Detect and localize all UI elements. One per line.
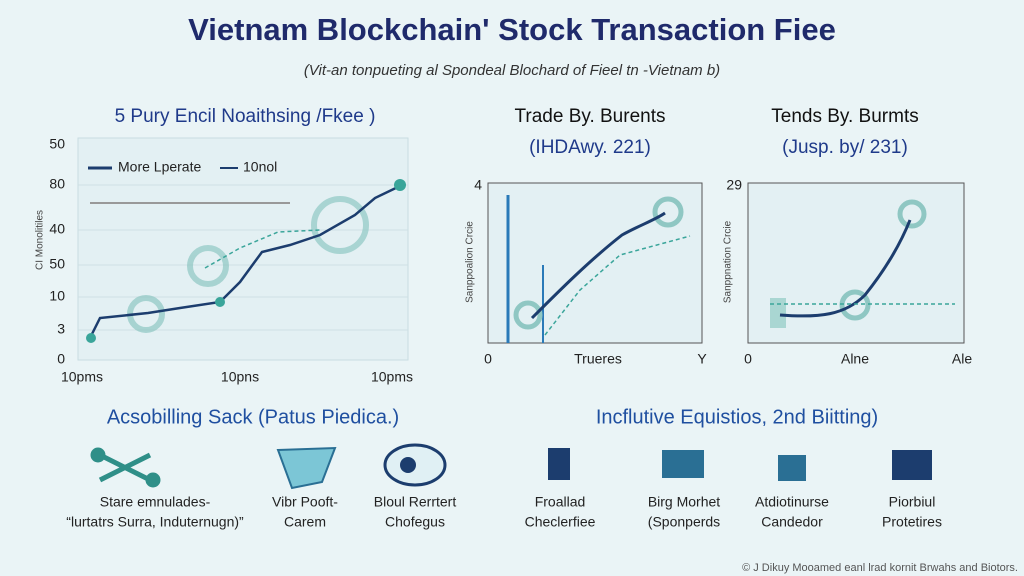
panel-title: 5 Pury Encil Noaithsing /Fkee ) (115, 106, 376, 127)
footer: © J Dikuy Mooamed eanl lrad kornit Brwah… (742, 562, 1018, 574)
series-line (530, 211, 666, 320)
icon (90, 447, 161, 488)
item-label: Protetires (882, 514, 942, 530)
x-tick-label: Y (697, 351, 707, 367)
gear-icon (897, 199, 927, 229)
legend-label: More Lperate (118, 159, 201, 175)
icon (548, 448, 570, 480)
item-label: Stare emnulades- (100, 494, 211, 510)
section-left: Acsobilling Sack (Patus Piedica.) (90, 406, 447, 490)
item-labels: Stare emnulades- “lurtatrs Surra, Induter… (66, 494, 942, 530)
gear-icon (513, 300, 543, 330)
icon (400, 457, 416, 473)
marker (394, 179, 406, 191)
right-chart: Tends By. Burmts (Jusp. by/ 231) 29 Sanp… (723, 106, 973, 367)
x-tick-label: 10pms (371, 369, 413, 385)
y-tick-label: 50 (49, 256, 65, 272)
y-tick-label: 4 (474, 177, 482, 193)
item-label: Atdiotinurse (755, 494, 829, 510)
x-tick-label: Ale (952, 351, 972, 367)
subtitle: (Vit-an tonpueting al Spondeal Blochard … (304, 62, 720, 79)
icon (778, 455, 806, 481)
middle-chart: Trade By. Burents (IHDAwy. 221) 4 Sanppo… (465, 106, 708, 367)
item-label: Bloul Rerrtert (374, 494, 457, 510)
item-label: “lurtatrs Surra, Induternugn)” (66, 514, 244, 530)
panel-subtitle: (Jusp. by/ 231) (782, 137, 908, 158)
y-tick-label: 3 (57, 321, 65, 337)
section-title: Acsobilling Sack (Patus Piedica.) (107, 406, 399, 428)
icon (892, 450, 932, 480)
x-tick-label: 10pns (221, 369, 259, 385)
marker (215, 297, 225, 307)
x-tick-label: Alne (841, 351, 869, 367)
item-label: Piorbiul (889, 494, 936, 510)
x-tick-label: Trueres (574, 351, 622, 367)
y-tick-label: 40 (49, 221, 65, 237)
series-line (88, 184, 401, 339)
gear-icon (839, 289, 871, 321)
y-axis-label: Sanppnation Crcie (723, 220, 734, 303)
y-tick-label: 10 (49, 288, 65, 304)
y-tick-label: 29 (726, 177, 742, 193)
y-tick-label: 50 (49, 136, 65, 152)
section-right: Incflutive Equistios, 2nd Biitting) (548, 406, 932, 481)
plot-area (487, 182, 703, 344)
panel-title: Trade By. Burents (514, 106, 665, 127)
y-axis-label: Sanppoalion Crcie (465, 221, 476, 303)
icon (276, 446, 337, 490)
marker-block (770, 298, 786, 328)
grid (78, 184, 408, 331)
y-axis-label: CI Monolitiles (35, 210, 46, 270)
y-tick-label: 0 (57, 351, 65, 367)
item-label: Froallad (535, 494, 586, 510)
series-line (779, 219, 912, 318)
item-label: Carem (284, 514, 326, 530)
item-label: Checlerfiee (525, 514, 596, 530)
y-tick-label: 80 (49, 176, 65, 192)
item-label: Candedor (761, 514, 823, 530)
x-tick-label: 0 (484, 351, 492, 367)
x-tick-label: 0 (744, 351, 752, 367)
panel-subtitle: (IHDAwy. 221) (529, 137, 651, 158)
item-label: Birg Morhet (648, 494, 720, 510)
item-label: Vibr Pooft- (272, 494, 338, 510)
series-line (544, 235, 691, 336)
title: Vietnam Blockchain' Stock Transaction Fi… (188, 12, 836, 47)
item-label: Chofegus (385, 514, 445, 530)
legend-label: 10nol (243, 159, 277, 175)
panel-title: Tends By. Burmts (771, 106, 918, 127)
marker (86, 333, 96, 343)
gear-icon (652, 196, 684, 228)
item-label: (Sponperds (648, 514, 720, 530)
icon (662, 450, 704, 478)
x-tick-label: 10pms (61, 369, 103, 385)
section-title: Incflutive Equistios, 2nd Biitting) (596, 406, 878, 428)
left-chart: 5 Pury Encil Noaithsing /Fkee ) More Lpe… (35, 106, 413, 385)
